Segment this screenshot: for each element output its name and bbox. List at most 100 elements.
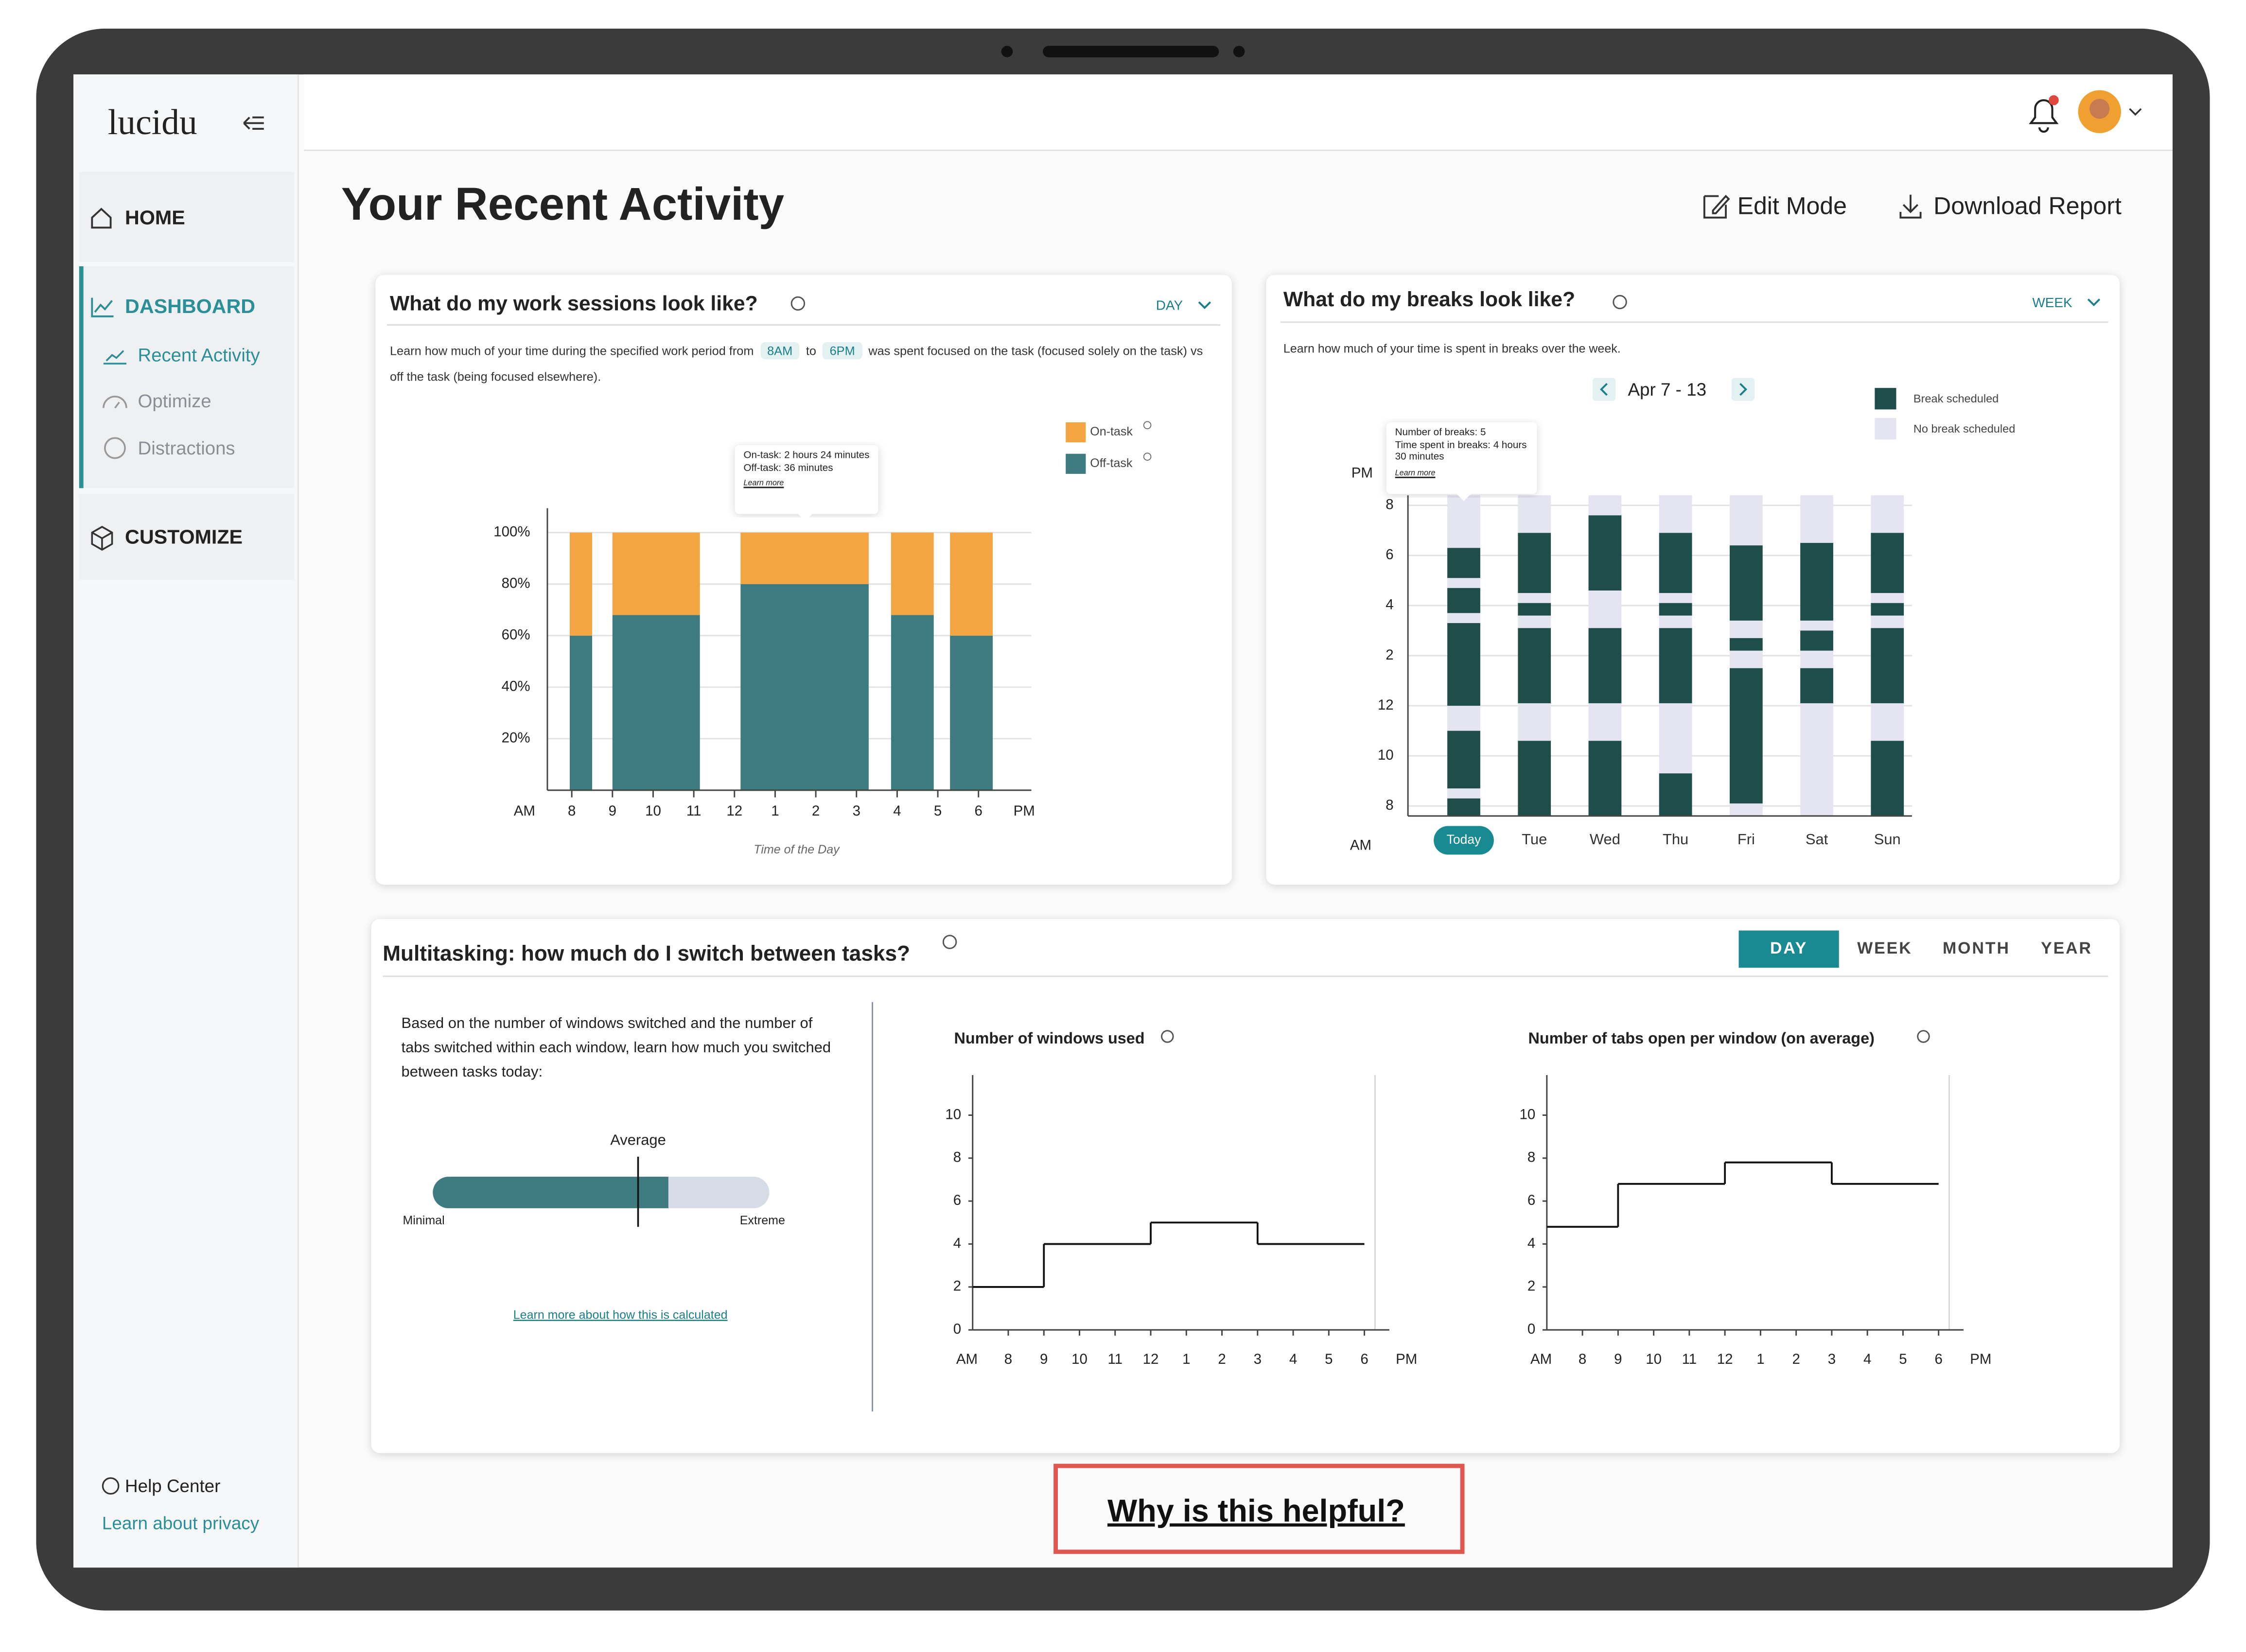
time-dropdown[interactable]: 6PM (822, 342, 862, 360)
calc-link[interactable]: Learn more about how this is calculated (513, 1308, 728, 1322)
y-tick-label: 8 (1386, 497, 1393, 513)
y-tick-label: 80% (502, 575, 530, 591)
break-segment (1447, 623, 1480, 706)
bar-segment (612, 615, 700, 790)
break-segment (1588, 741, 1622, 816)
x-tick-label: 3 (1828, 1351, 1836, 1367)
prev-icon[interactable] (1600, 383, 1608, 396)
y-tick-label: 2 (953, 1278, 961, 1294)
today-pill (1434, 826, 1494, 855)
nav-distractions[interactable]: Distractions (138, 438, 235, 459)
collapse-icon[interactable] (243, 116, 264, 130)
y-tick-label: 6 (1386, 547, 1393, 563)
legend-label: Break scheduled (1913, 392, 1999, 405)
break-segment (1518, 533, 1551, 593)
info-icon (1143, 452, 1152, 461)
x-tick-label: 12 (1143, 1351, 1159, 1367)
time-dropdown[interactable]: 8AM (760, 342, 800, 360)
y-tick-label: 2 (1527, 1278, 1535, 1294)
x-end-label: PM (1970, 1351, 1991, 1367)
y-tick-label: 60% (502, 627, 530, 643)
gauge-min-label: Minimal (403, 1214, 444, 1227)
period-tab[interactable]: YEAR (2041, 939, 2092, 957)
edit-mode[interactable]: Edit Mode (1737, 192, 1847, 219)
period-tab[interactable]: DAY (1770, 939, 1807, 957)
break-segment (1871, 533, 1904, 593)
y-tick-label: 20% (502, 730, 530, 746)
x-tick-label: 11 (1107, 1351, 1123, 1367)
x-axis-title: Time of the Day (754, 843, 840, 856)
break-segment (1871, 603, 1904, 616)
legend-label: On-task (1090, 425, 1133, 438)
break-segment (1518, 741, 1551, 816)
break-segment (1729, 668, 1763, 804)
y-tick-label: 10 (1520, 1106, 1536, 1122)
dropdown-chevron[interactable] (1198, 301, 1211, 309)
period-dropdown[interactable]: WEEK (2032, 295, 2072, 310)
nav-optimize[interactable]: Optimize (138, 391, 211, 412)
edit-icon[interactable] (1703, 194, 1730, 219)
y-tick-label: 4 (1527, 1235, 1535, 1251)
nav-customize-box[interactable] (79, 494, 294, 580)
logo[interactable]: lucidu (108, 102, 197, 142)
download-report[interactable]: Download Report (1933, 192, 2122, 219)
bar-segment (569, 635, 592, 790)
tooltip-link[interactable]: Learn more (743, 479, 784, 488)
camera (1001, 46, 1013, 57)
tab-active[interactable] (1738, 930, 1839, 968)
y-tick-label: 0 (953, 1321, 961, 1337)
y-tick-label: 6 (953, 1192, 961, 1208)
y-tick-label: 8 (1527, 1149, 1535, 1165)
period-tab[interactable]: WEEK (1857, 939, 1912, 957)
optimize-icon (103, 396, 127, 409)
info-icon[interactable] (1613, 295, 1627, 310)
period-tab[interactable]: MONTH (1943, 939, 2010, 957)
highlight-box (1053, 1463, 1465, 1554)
break-segment (1447, 730, 1480, 789)
next-week[interactable] (1731, 378, 1755, 401)
x-tick-label: 11 (686, 803, 702, 819)
dropdown-chevron[interactable] (2087, 298, 2101, 307)
avatar-chevron[interactable] (2129, 108, 2142, 116)
nav-customize[interactable]: CUSTOMIZE (125, 525, 243, 548)
chart-title: Number of tabs open per window (on avera… (1528, 1029, 1875, 1047)
bar-segment (740, 584, 869, 790)
nav-recent-activity[interactable]: Recent Activity (138, 345, 261, 366)
tooltip-pointer (1456, 494, 1471, 501)
x-tick-label: 12 (1717, 1351, 1733, 1367)
next-icon[interactable] (1739, 383, 1747, 396)
why-link[interactable]: Why is this helpful? (1107, 1493, 1405, 1528)
x-end-label: AM (514, 803, 535, 819)
x-tick-label: 9 (1614, 1351, 1622, 1367)
break-segment (1800, 668, 1833, 703)
nav-home-box[interactable] (79, 172, 294, 262)
x-tick-label: Sat (1806, 831, 1828, 848)
y-tick-label: 10 (1378, 747, 1394, 763)
bell-icon[interactable] (2029, 99, 2059, 133)
nav-home[interactable]: HOME (125, 207, 185, 229)
tooltip-line: Off-task: 36 minutes (743, 463, 833, 473)
card-title: What do my breaks look like? (1283, 288, 1575, 311)
break-segment (1729, 545, 1763, 621)
x-tick-label: 6 (1934, 1351, 1942, 1367)
info-icon[interactable] (790, 296, 806, 311)
gauge-fill (433, 1177, 668, 1208)
nav-dashboard[interactable]: DASHBOARD (125, 295, 255, 317)
info-icon[interactable] (942, 935, 957, 949)
privacy-link[interactable]: Learn about privacy (102, 1513, 260, 1533)
tooltip-link[interactable]: Learn more (1395, 469, 1436, 478)
y-tick-label: 4 (953, 1235, 961, 1251)
break-segment (1518, 603, 1551, 616)
tooltip-line: Number of breaks: 5 (1395, 428, 1486, 438)
avatar-face (2089, 99, 2110, 119)
page-title: Your Recent Activity (341, 178, 784, 229)
help-center[interactable]: Help Center (125, 1476, 220, 1496)
prev-week[interactable] (1593, 378, 1616, 401)
card-title: What do my work sessions look like? (390, 292, 758, 315)
download-icon[interactable] (1899, 194, 1922, 219)
card-title: Multitasking: how much do I switch betwe… (383, 941, 910, 965)
period-dropdown[interactable]: DAY (1156, 298, 1183, 313)
break-segment (1518, 628, 1551, 703)
bar-segment (950, 532, 993, 636)
